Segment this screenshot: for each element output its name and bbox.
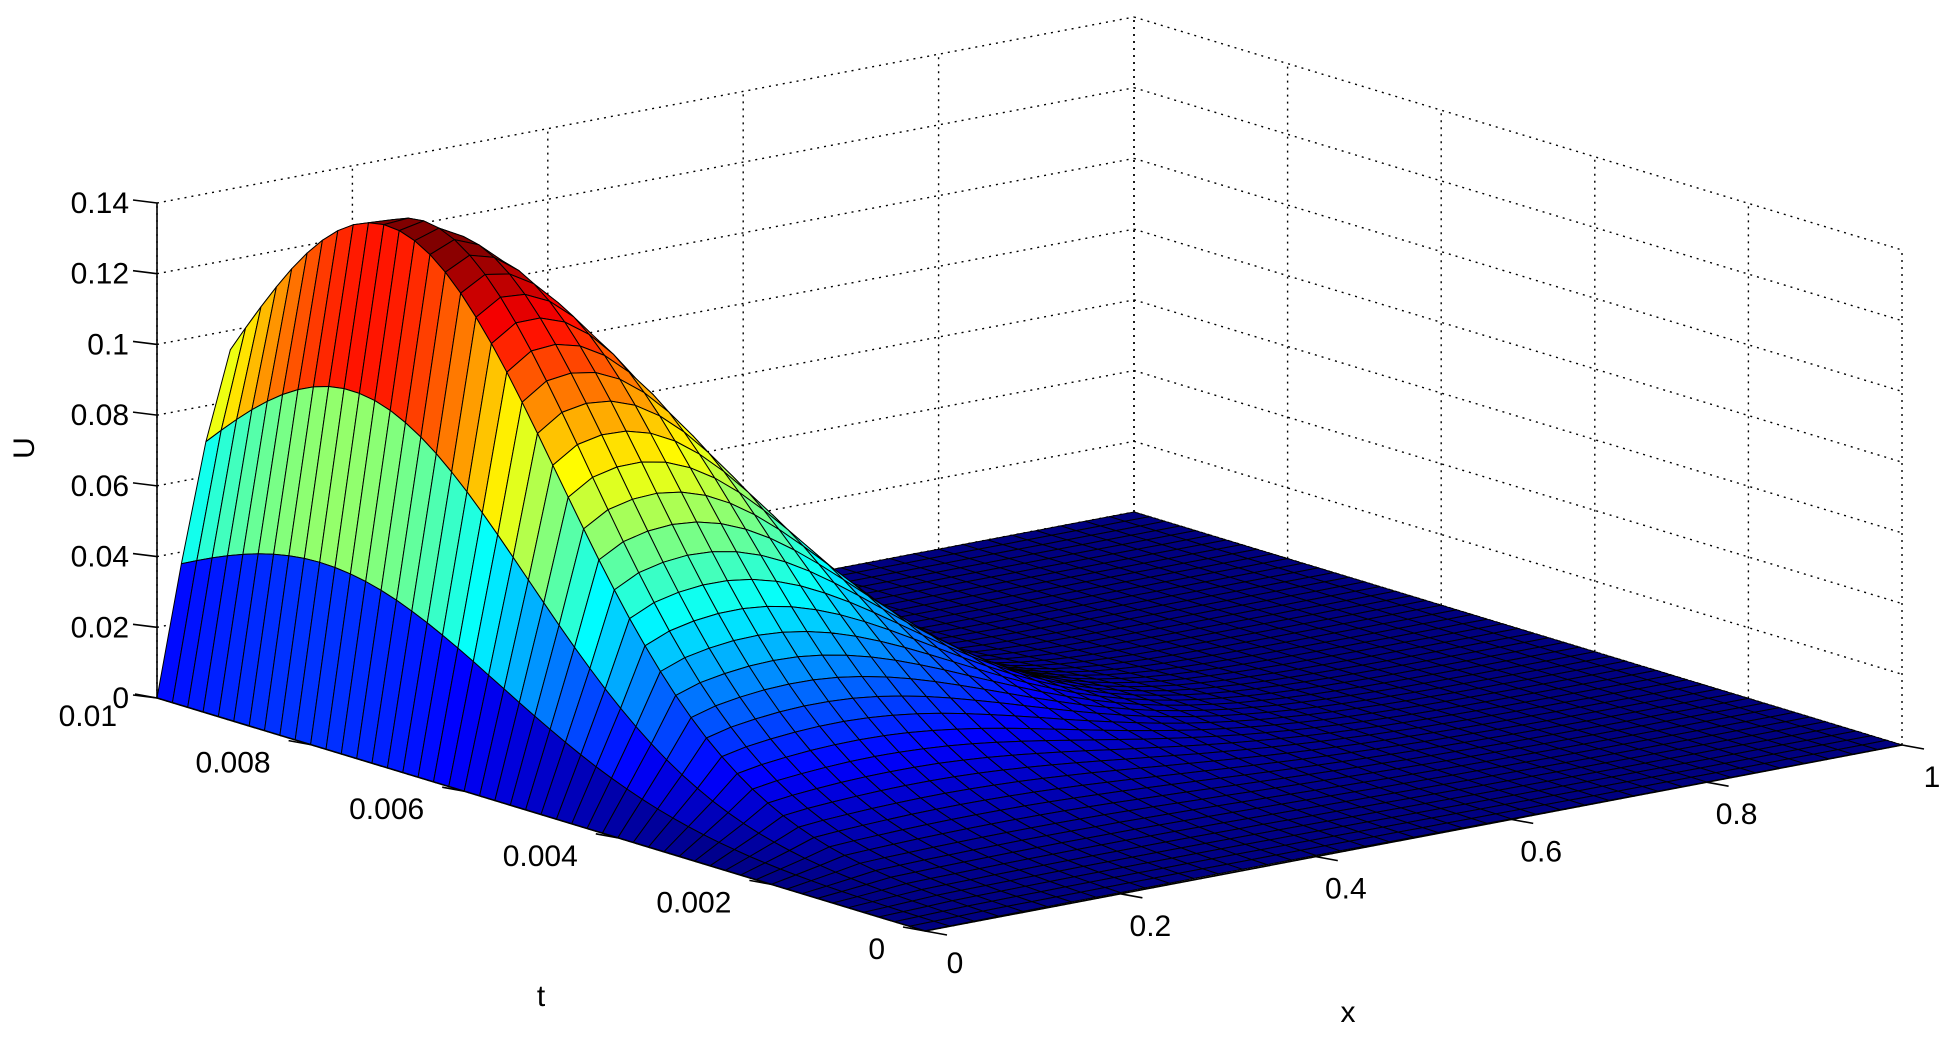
t-tick (749, 879, 772, 886)
grid-line-z-back (156, 157, 1135, 346)
z-tick (132, 199, 158, 204)
z-tick-label: 0.06 (71, 470, 129, 503)
z-tick (132, 623, 158, 629)
z-tick (132, 552, 158, 558)
grid-line-z-right (1133, 299, 1903, 534)
z-tick-label: 0.08 (71, 399, 129, 432)
x-tick-label: 0.4 (1325, 873, 1367, 906)
t-axis-line (156, 697, 926, 932)
t-tick-label: 0.006 (349, 793, 424, 826)
x-tick (1511, 818, 1534, 825)
x-tick-label: 0.8 (1716, 798, 1758, 831)
z-tick (132, 482, 158, 487)
z-tick-label: 0.04 (71, 541, 129, 574)
t-tick (288, 739, 311, 746)
z-tick-label: 0.1 (87, 328, 129, 361)
x-axis-label: x (1341, 996, 1356, 1029)
t-tick-label: 0.004 (503, 840, 578, 873)
tick-layer: 0 0.02 0.04 0.06 0.08 0.1 0.12 0.14 0 0.002 0.004 0… (59, 187, 1941, 980)
z-axis-label: U (8, 437, 41, 459)
z-tick-label: 0.02 (71, 611, 129, 644)
t-tick (442, 786, 465, 792)
t-tick (595, 833, 618, 839)
x-tick (924, 930, 948, 936)
grid-line-z-right (1133, 228, 1903, 463)
t-tick-label: 0.01 (59, 700, 117, 733)
x-tick-label: 1 (1924, 761, 1941, 794)
z-tick-label: 0.14 (71, 187, 129, 220)
x-tick (1315, 855, 1338, 862)
z-tick (132, 340, 158, 346)
grid-line-z-back (156, 228, 1135, 416)
x-tick-label: 0.2 (1130, 910, 1172, 943)
t-tick-label: 0.002 (656, 886, 731, 919)
grid-line-z-right (1133, 440, 1903, 675)
grid-line-z-right (1133, 87, 1903, 322)
grid-line-z-right (1133, 157, 1903, 393)
z-tick-label: 0.12 (71, 258, 129, 291)
t-tick-label: 0 (868, 933, 885, 966)
t-axis-label: t (537, 980, 546, 1013)
z-tick-label: 0 (112, 682, 129, 715)
z-tick (132, 411, 158, 416)
grid-line-z-right (1133, 369, 1903, 605)
t-tick (902, 926, 926, 932)
x-tick-label: 0.6 (1520, 835, 1562, 868)
grid-line-z-back (156, 87, 1135, 275)
x-tick (1120, 893, 1143, 899)
t-tick (134, 693, 158, 699)
t-tick-label: 0.008 (196, 747, 271, 780)
x-tick (1901, 744, 1925, 750)
x-axis-line (924, 744, 1903, 932)
grid-line-z-back (156, 16, 1135, 204)
surface (156, 217, 1903, 932)
z-tick (132, 269, 158, 275)
grid-line-z-right (1133, 16, 1903, 251)
x-tick (1706, 781, 1729, 787)
x-tick-label: 0 (947, 947, 964, 980)
